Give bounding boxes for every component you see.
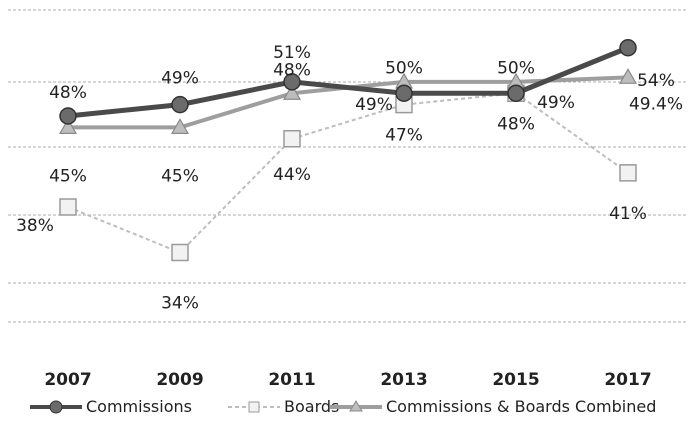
- point-2011: [282, 84, 302, 100]
- point-2015: [507, 84, 525, 102]
- x-axis: 2007 2009 2011 2013 2015 2017: [44, 370, 651, 390]
- point-2007: [59, 198, 77, 216]
- x-tick-label-2015: 2015: [492, 370, 539, 390]
- legend: Commissions Boards Commissions & Boards Co…: [30, 397, 656, 416]
- data-label-2-2007: 45%: [49, 166, 87, 186]
- x-tick-label-2009: 2009: [156, 370, 203, 390]
- series-group: [58, 39, 638, 262]
- legend-item-boards: Boards: [228, 397, 339, 416]
- point-2017: [619, 39, 637, 57]
- data-label-1-2017: 41%: [609, 204, 647, 224]
- legend-item-commissions: Commissions: [30, 397, 192, 416]
- data-label-0-2009: 49%: [161, 69, 199, 89]
- point-2009: [171, 243, 189, 262]
- point-2017: [618, 68, 638, 84]
- data-label-0-2013: 50%: [385, 58, 423, 78]
- data-label-0-2011: 51%: [273, 43, 311, 63]
- data-label-2-2009: 45%: [161, 166, 199, 186]
- gridlines: [8, 9, 686, 323]
- legend-label: Commissions: [86, 397, 192, 416]
- data-label-1-2009: 34%: [161, 294, 199, 314]
- legend-marker: [49, 400, 63, 414]
- legend-marker: [248, 401, 260, 413]
- data-labels: 48%49%51%50% 50%54%38%34%44%47%48%41%45% 4…: [16, 43, 683, 314]
- x-tick-label-2017: 2017: [604, 370, 651, 390]
- data-label-1-2015: 48%: [497, 114, 535, 134]
- point-2009: [170, 118, 190, 134]
- data-label-1-2011: 44%: [273, 165, 311, 185]
- data-label-0-2017: 54%: [637, 71, 675, 91]
- data-label-0-2007: 48%: [49, 83, 87, 103]
- point-2011: [283, 73, 301, 91]
- data-label-1-2007: 38%: [16, 216, 54, 236]
- series-line: [67, 92, 629, 254]
- x-tick-label-2011: 2011: [268, 370, 315, 390]
- point-2007: [59, 107, 77, 125]
- data-label-2-2013: 49%: [355, 95, 393, 115]
- point-2017: [619, 164, 637, 182]
- data-label-2-2017: 49.4%: [629, 94, 683, 114]
- data-label-1-2013: 47%: [385, 126, 423, 146]
- legend-label: Commissions & Boards Combined: [386, 397, 656, 416]
- point-2011: [283, 130, 301, 148]
- data-label-0-2015: 50%: [497, 58, 535, 78]
- x-tick-label-2013: 2013: [380, 370, 427, 390]
- series-commissions: [59, 39, 637, 125]
- x-tick-label-2007: 2007: [44, 370, 91, 390]
- point-2007: [58, 118, 78, 134]
- data-label-2-2011: 48%: [273, 60, 311, 80]
- point-2009: [171, 95, 189, 114]
- legend-marker: [349, 400, 363, 412]
- point-2013: [395, 84, 413, 102]
- legend-label: Boards: [284, 397, 339, 416]
- legend-item-combined: Commissions & Boards Combined: [330, 397, 656, 416]
- series-line: [67, 45, 629, 119]
- data-label-2-2015: 49%: [537, 93, 575, 113]
